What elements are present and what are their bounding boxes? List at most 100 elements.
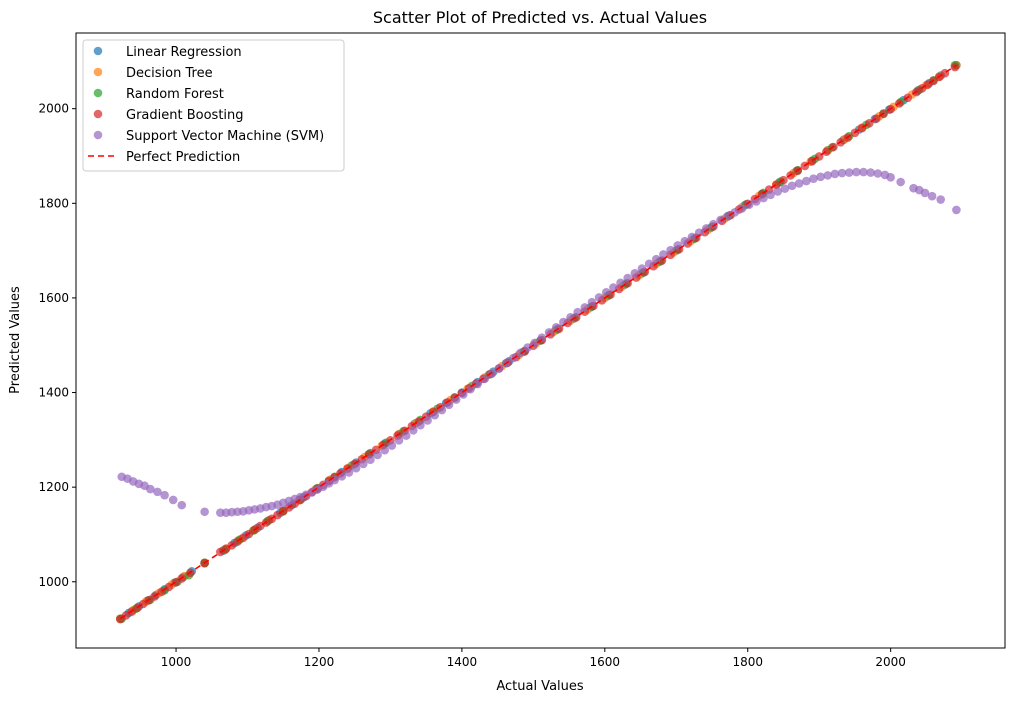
legend-label: Linear Regression (126, 45, 242, 60)
legend-marker (93, 130, 103, 140)
x-tick-label: 1200 (304, 655, 335, 669)
y-tick-label: 2000 (38, 102, 69, 116)
data-point (716, 215, 725, 225)
data-point (416, 420, 425, 430)
legend-frame (82, 39, 345, 172)
data-point (822, 147, 831, 157)
y-tick-label: 1800 (38, 196, 69, 210)
data-point (866, 168, 875, 177)
data-point (737, 204, 747, 213)
data-point (701, 224, 711, 233)
data-point (773, 187, 783, 196)
data-point (344, 468, 354, 477)
data-point (380, 445, 390, 455)
data-point (394, 436, 404, 445)
data-point (177, 500, 187, 510)
perfect-prediction-line (119, 64, 957, 620)
data-point (630, 269, 640, 278)
legend-marker (93, 67, 103, 77)
data-point (387, 441, 397, 450)
chart-title: Scatter Plot of Predicted vs. Actual Val… (373, 8, 707, 27)
data-point (709, 219, 718, 229)
data-point (609, 283, 618, 292)
data-point (680, 236, 690, 246)
legend-marker (93, 46, 103, 56)
y-axis: 1000 1200 1400 1600 1800 2000 (38, 102, 76, 589)
data-point (466, 384, 475, 394)
data-point (423, 416, 432, 425)
y-tick-label: 1000 (38, 575, 69, 589)
data-point (920, 188, 930, 198)
y-axis-label: Predicted Values (8, 286, 23, 394)
data-point (594, 293, 604, 302)
data-point (601, 287, 611, 297)
data-point (772, 180, 781, 190)
data-point (587, 297, 597, 307)
data-point (896, 177, 905, 187)
legend: Linear Regression Decision Tree Random For… (82, 39, 345, 172)
x-axis: 1000 1200 1400 1600 1800 2000 (161, 648, 906, 669)
data-point (153, 487, 162, 497)
data-point (766, 190, 775, 200)
data-point (823, 171, 833, 180)
x-tick-label: 1600 (590, 655, 621, 669)
data-point (480, 374, 490, 384)
data-point (886, 172, 895, 182)
legend-marker (93, 88, 103, 98)
x-axis-label: Actual Values (496, 679, 584, 694)
data-point (623, 273, 632, 283)
data-point (802, 176, 811, 186)
data-point (651, 254, 661, 264)
data-point (687, 232, 697, 242)
legend-marker (93, 109, 103, 119)
data-point (873, 169, 883, 178)
data-point (830, 169, 840, 179)
data-point (644, 259, 654, 269)
data-point (616, 278, 625, 288)
data-point (809, 174, 818, 184)
data-point (544, 328, 554, 337)
legend-label: Random Forest (126, 87, 224, 102)
data-point (844, 168, 854, 177)
data-point (537, 333, 547, 342)
data-point (373, 450, 382, 460)
data-point (168, 495, 178, 505)
data-point (852, 167, 861, 177)
data-point (200, 507, 209, 517)
data-point (759, 193, 768, 203)
data-point (637, 264, 647, 273)
x-tick-label: 1000 (161, 655, 192, 669)
y-tick-label: 1600 (38, 291, 69, 305)
data-point (694, 228, 704, 237)
data-point (794, 179, 804, 188)
legend-label: Decision Tree (126, 66, 213, 81)
x-tick-label: 2000 (875, 655, 906, 669)
data-point (573, 307, 582, 317)
data-point (160, 490, 169, 500)
data-point (816, 172, 825, 182)
data-point (744, 200, 754, 210)
data-point (408, 426, 418, 435)
data-point (459, 390, 468, 399)
data-point (358, 459, 368, 469)
plot-marks (116, 60, 961, 624)
data-point (366, 455, 375, 465)
data-point (430, 410, 440, 420)
data-point (580, 303, 590, 312)
data-point (351, 463, 361, 473)
data-point (401, 431, 411, 440)
data-point (146, 484, 155, 494)
data-point (872, 114, 881, 123)
y-tick-label: 1400 (38, 386, 69, 400)
data-point (837, 168, 847, 178)
data-point (780, 184, 790, 193)
data-point (859, 167, 868, 177)
data-point (936, 195, 945, 204)
data-point (659, 250, 668, 259)
legend-label: Support Vector Machine (SVM) (126, 129, 324, 144)
data-point (952, 205, 961, 215)
data-point (787, 181, 797, 191)
data-point (473, 379, 482, 389)
legend-label: Gradient Boosting (126, 108, 244, 123)
